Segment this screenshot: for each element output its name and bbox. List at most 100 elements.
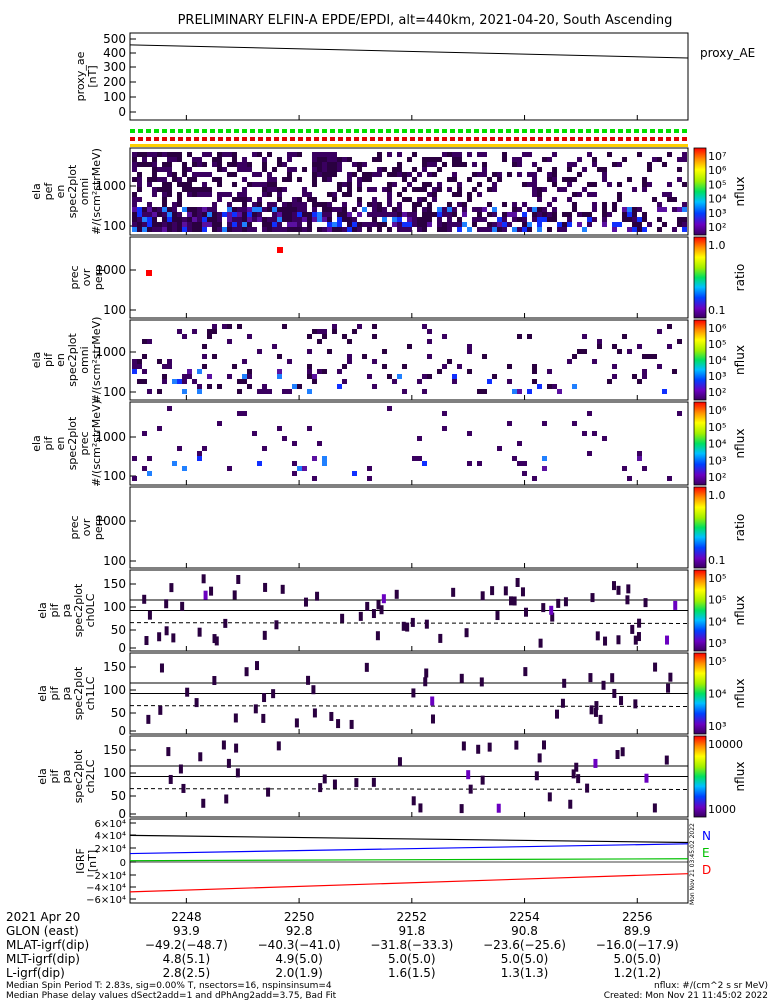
heatmap-cell [322,167,327,172]
heatmap-cell [311,685,316,695]
heatmap-cell [247,227,252,232]
heatmap-cell [477,207,482,212]
heatmap-cell [582,167,587,172]
quality-green-dot [522,129,527,133]
heatmap-cell [147,207,152,212]
heatmap-cell [677,157,682,162]
heatmap-cell [227,207,232,212]
heatmap-cell [587,182,592,187]
heatmap-cell [187,217,192,222]
heatmap-cell [542,187,547,192]
heatmap-cell [267,152,272,157]
heatmap-cell [667,192,672,197]
heatmap-cell [555,709,560,719]
heatmap-cell [422,227,427,232]
heatmap-cell [317,172,322,177]
heatmap-cell [207,222,212,227]
heatmap-cell [397,207,402,212]
heatmap-cell [357,222,362,227]
colorbar-tick-label: 10⁵ [708,594,726,607]
heatmap-cell [182,172,187,177]
heatmap-cell [242,202,247,207]
heatmap-cell [182,374,187,379]
heatmap-cell [242,222,247,227]
heatmap-cell [457,364,462,369]
heatmap-cell [642,177,647,182]
heatmap-cell [197,227,202,232]
heatmap-cell [394,589,399,599]
heatmap-cell [447,359,452,364]
heatmap-cell [387,152,392,157]
quality-green-dot [626,129,631,133]
heatmap-cell [532,379,537,384]
heatmap-cell [397,162,402,167]
heatmap-cell [257,212,262,217]
heatmap-cell [232,217,237,222]
heatmap-cell [357,187,362,192]
heatmap-cell [567,177,572,182]
heatmap-cell [232,222,237,227]
heatmap-cell [477,192,482,197]
quality-green-dot [530,129,535,133]
heatmap-cell [427,192,432,197]
panel-frame [129,147,689,236]
heatmap-cell [497,446,502,451]
y-axis-label: omni [78,178,91,205]
quality-red-dot [170,137,175,141]
heatmap-cell [222,227,227,232]
y-axis-label: #/(scm²strMeV) [90,317,103,404]
heatmap-cell [158,705,163,715]
heatmap-cell [227,222,232,227]
y-tick-label: 50 [111,623,126,637]
heatmap-cell [182,389,187,394]
heatmap-cell [417,379,422,384]
heatmap-cell [167,364,172,369]
heatmap-cell [267,202,272,207]
heatmap-cell [412,222,417,227]
heatmap-cell [547,172,552,177]
heatmap-cell [407,197,412,202]
heatmap-cell [532,162,537,167]
heatmap-cell [387,374,392,379]
heatmap-cell [567,197,572,202]
quality-green-dot [410,129,415,133]
heatmap-cell [637,379,642,384]
heatmap-cell [457,227,462,232]
heatmap-cell [612,227,617,232]
y-tick-label: 50 [111,706,126,720]
colorbar-tick-label: 10⁶ [708,404,727,417]
heatmap-cell [332,222,337,227]
quality-red-dot [298,137,303,141]
heatmap-cell [282,436,287,441]
quality-green-dot [618,129,623,133]
heatmap-cell [492,207,497,212]
heatmap-cell [322,177,327,182]
heatmap-cell [232,590,237,600]
heatmap-cell [592,431,597,436]
heatmap-cell [203,590,208,600]
heatmap-cell [487,187,492,192]
quality-red-dot [362,137,367,141]
panel-frame [129,32,689,121]
heatmap-cell [262,157,267,162]
heatmap-cell [257,197,262,202]
colorbar-tick-label: 0.1 [708,304,726,317]
heatmap-cell [167,227,172,232]
colorbar-tick-label: 10⁴ [708,193,727,206]
heatmap-cell [182,182,187,187]
heatmap-cell [162,167,167,172]
heatmap-cell [197,369,202,374]
heatmap-cell [307,227,312,232]
heatmap-cell [512,227,517,232]
heatmap-cell [601,680,606,690]
quality-green-dot [570,129,575,133]
heatmap-cell [541,740,546,750]
heatmap-cell [372,334,377,339]
heatmap-cell [197,192,202,197]
heatmap-cell [212,676,217,686]
quality-green-dot [194,129,199,133]
quality-green-dot [546,129,551,133]
heatmap-cell [332,227,337,232]
heatmap-cell [442,411,447,416]
